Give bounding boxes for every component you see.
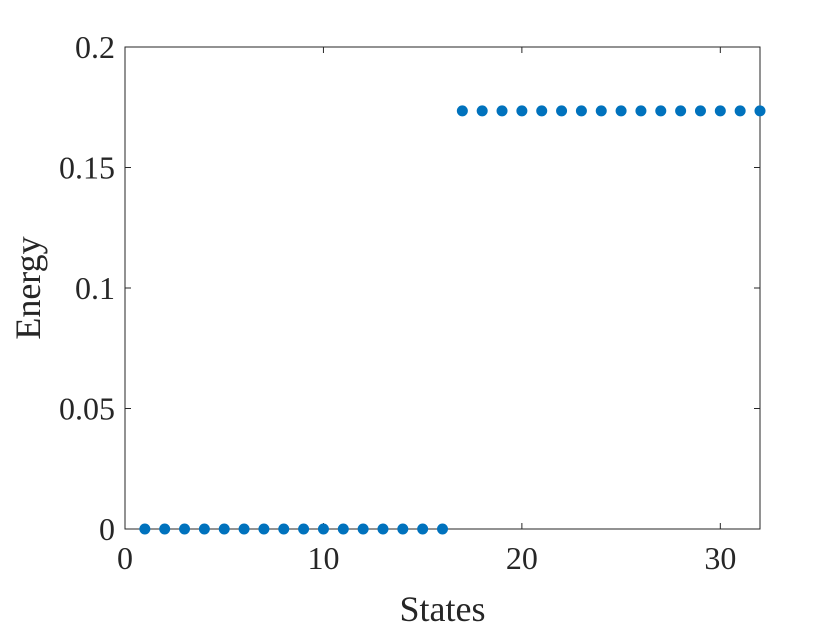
- plot-area: [124, 46, 761, 530]
- x-tick-label: 30: [704, 540, 736, 576]
- data-point: [397, 523, 409, 535]
- data-point: [377, 523, 389, 535]
- data-point: [298, 523, 310, 535]
- x-tick-label: 0: [117, 540, 133, 576]
- data-point: [694, 105, 706, 117]
- data-point: [357, 523, 369, 535]
- data-points: [139, 105, 766, 535]
- data-point: [337, 523, 349, 535]
- data-point: [734, 105, 746, 117]
- data-point: [575, 105, 587, 117]
- y-tick-label: 0.1: [75, 270, 115, 306]
- y-axis-ticks: 0 0.05 0.1 0.15 0.2: [59, 29, 760, 547]
- data-point: [139, 523, 151, 535]
- x-axis-title: States: [400, 589, 486, 629]
- data-point: [516, 105, 528, 117]
- data-point: [179, 523, 191, 535]
- data-point: [238, 523, 250, 535]
- data-point: [317, 523, 329, 535]
- data-point: [437, 523, 448, 535]
- y-tick-label: 0.05: [59, 391, 115, 427]
- data-point: [595, 105, 607, 117]
- y-axis-title: Energy: [8, 236, 48, 339]
- data-point: [675, 105, 687, 117]
- data-point: [556, 105, 568, 117]
- x-tick-label: 10: [307, 540, 339, 576]
- data-point: [417, 523, 429, 535]
- data-point: [258, 523, 270, 535]
- data-point: [456, 105, 468, 117]
- y-tick-label: 0.15: [59, 150, 115, 186]
- data-point: [198, 523, 210, 535]
- x-axis-ticks: 0 10 20 30: [117, 47, 736, 576]
- y-tick-label: 0: [99, 511, 115, 547]
- data-point: [218, 523, 230, 535]
- data-point: [655, 105, 667, 117]
- y-tick-label: 0.2: [75, 29, 115, 65]
- data-point: [754, 105, 766, 117]
- data-point: [714, 105, 726, 117]
- x-tick-label: 20: [506, 540, 538, 576]
- data-point: [496, 105, 508, 117]
- data-point: [159, 523, 171, 535]
- data-point: [278, 523, 290, 535]
- data-point: [536, 105, 548, 117]
- data-point: [476, 105, 488, 117]
- data-point: [615, 105, 627, 117]
- data-point: [635, 105, 647, 117]
